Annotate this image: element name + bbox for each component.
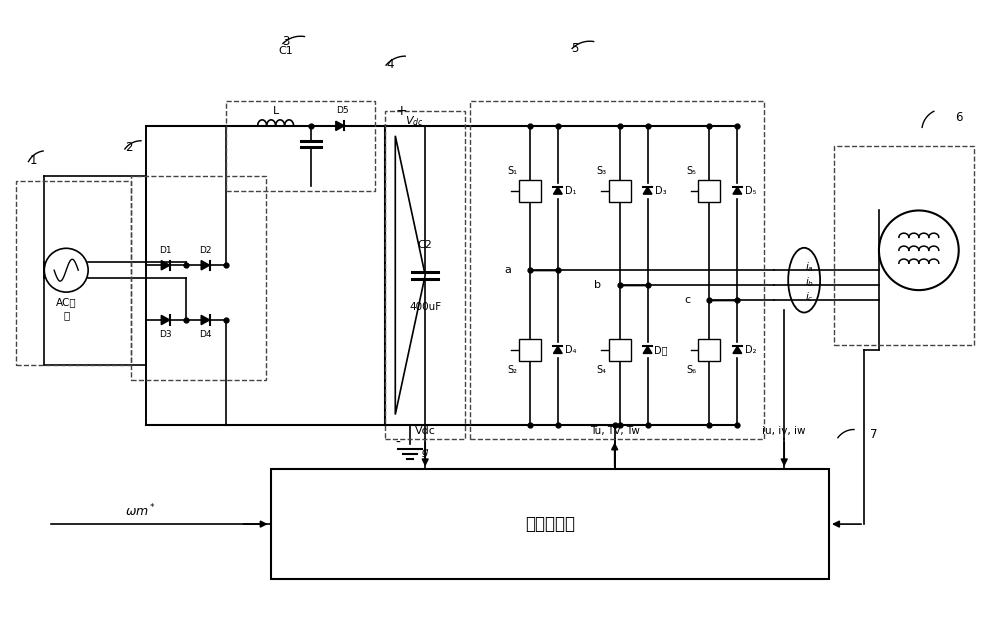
Bar bbox=[519, 180, 541, 201]
Polygon shape bbox=[201, 260, 210, 270]
Text: c: c bbox=[684, 295, 691, 305]
Text: S₃: S₃ bbox=[597, 166, 607, 176]
Polygon shape bbox=[733, 346, 742, 354]
Text: iu, iv, iw: iu, iv, iw bbox=[762, 427, 806, 436]
Polygon shape bbox=[201, 316, 210, 324]
Text: g: g bbox=[422, 448, 429, 457]
Text: C1: C1 bbox=[278, 46, 293, 56]
Polygon shape bbox=[553, 187, 562, 194]
Bar bbox=[226, 101, 375, 190]
Bar bbox=[16, 180, 131, 364]
Text: D5: D5 bbox=[336, 107, 349, 116]
Text: D4: D4 bbox=[200, 330, 212, 340]
Text: 400uF: 400uF bbox=[409, 302, 441, 312]
Polygon shape bbox=[161, 260, 170, 270]
Text: S₂: S₂ bbox=[507, 364, 517, 375]
Text: 2: 2 bbox=[125, 141, 133, 154]
Text: S₆: S₆ bbox=[686, 364, 696, 375]
Bar bbox=[609, 180, 631, 201]
Polygon shape bbox=[336, 121, 344, 131]
Text: -: - bbox=[395, 436, 400, 450]
Text: 3: 3 bbox=[282, 35, 289, 48]
Text: $\omega m^*$: $\omega m^*$ bbox=[125, 503, 157, 519]
Text: D3: D3 bbox=[160, 330, 172, 340]
Polygon shape bbox=[733, 187, 742, 194]
Bar bbox=[131, 176, 266, 380]
Polygon shape bbox=[643, 187, 652, 194]
Bar bbox=[385, 111, 465, 439]
Text: $i_a$: $i_a$ bbox=[805, 260, 814, 274]
Bar bbox=[834, 146, 974, 345]
Text: D⁦: D⁦ bbox=[654, 345, 667, 355]
Text: L: L bbox=[272, 106, 279, 116]
Bar bbox=[698, 339, 720, 361]
Text: b: b bbox=[594, 280, 601, 290]
Text: D₁: D₁ bbox=[565, 185, 577, 196]
Text: 4: 4 bbox=[387, 58, 394, 70]
Text: C2: C2 bbox=[418, 240, 433, 250]
Bar bbox=[609, 339, 631, 361]
Text: D₄: D₄ bbox=[565, 345, 577, 355]
Text: 1: 1 bbox=[30, 154, 37, 167]
Text: $i_c$: $i_c$ bbox=[805, 290, 814, 304]
Text: D1: D1 bbox=[160, 246, 172, 255]
Polygon shape bbox=[643, 346, 652, 354]
Text: S₅: S₅ bbox=[687, 166, 696, 176]
Text: D₅: D₅ bbox=[745, 185, 756, 196]
Text: a: a bbox=[505, 265, 511, 275]
Bar bbox=[698, 180, 720, 201]
Text: +: + bbox=[395, 104, 407, 118]
Bar bbox=[519, 339, 541, 361]
Polygon shape bbox=[161, 316, 170, 324]
Text: S₄: S₄ bbox=[597, 364, 607, 375]
Text: S₁: S₁ bbox=[507, 166, 517, 176]
Text: D₃: D₃ bbox=[655, 185, 666, 196]
Text: 运算控制部: 运算控制部 bbox=[525, 515, 575, 533]
Text: 7: 7 bbox=[870, 428, 878, 441]
Text: $V_{dc}$: $V_{dc}$ bbox=[405, 114, 424, 128]
Text: 5: 5 bbox=[571, 42, 578, 55]
Text: $i_b$: $i_b$ bbox=[805, 275, 814, 289]
Text: 6: 6 bbox=[955, 111, 962, 124]
Bar bbox=[470, 101, 764, 439]
Text: D2: D2 bbox=[200, 246, 212, 255]
Text: 源: 源 bbox=[63, 310, 69, 320]
Text: AC电: AC电 bbox=[56, 297, 77, 307]
Bar bbox=[271, 469, 829, 579]
Polygon shape bbox=[553, 346, 562, 354]
Text: Tu, Tv, Tw: Tu, Tv, Tw bbox=[590, 427, 640, 436]
Text: Vdc: Vdc bbox=[415, 427, 436, 436]
Text: D₂: D₂ bbox=[745, 345, 756, 355]
